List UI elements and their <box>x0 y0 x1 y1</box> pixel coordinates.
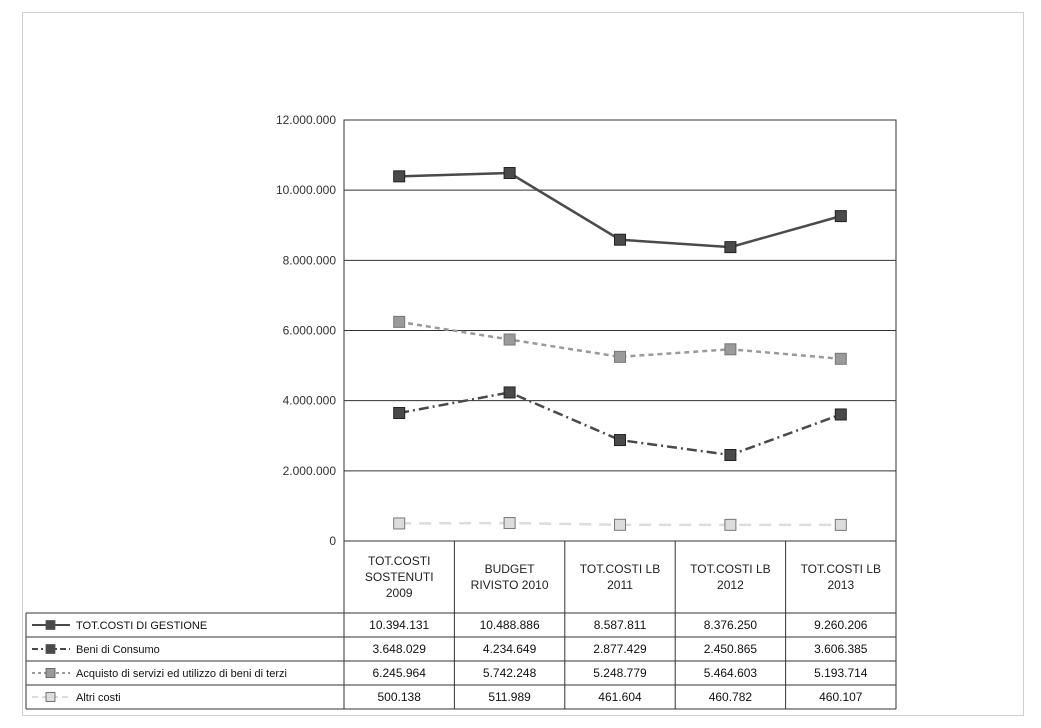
category-label-line: TOT.COSTI LB <box>580 562 660 576</box>
data-point <box>393 407 406 420</box>
data-point <box>724 518 737 531</box>
legend-key-marker <box>45 692 56 702</box>
table-cell-value: 5.193.714 <box>814 666 868 680</box>
category-label-line: SOSTENUTI <box>365 570 434 584</box>
legend-key-marker <box>45 620 56 630</box>
y-tick-label: 0 <box>329 534 336 548</box>
table-cell-value: 8.376.250 <box>704 618 758 632</box>
series-line <box>399 320 841 361</box>
legend-key-marker <box>45 644 56 654</box>
data-point <box>834 518 847 531</box>
table-cell-value: 460.107 <box>819 690 863 704</box>
data-point <box>393 517 406 530</box>
data-point <box>724 343 737 356</box>
data-point <box>614 518 626 531</box>
data-point <box>614 434 626 447</box>
table-cell-value: 10.488.886 <box>480 618 540 632</box>
table-cell-value: 2.877.429 <box>593 642 647 656</box>
data-point <box>393 315 406 328</box>
table-cell-value: 2.450.865 <box>704 642 758 656</box>
table-cell-value: 5.248.779 <box>593 666 647 680</box>
table-cell-value: 3.648.029 <box>373 642 427 656</box>
data-point <box>503 167 516 180</box>
category-label-line: TOT.COSTI LB <box>801 562 881 576</box>
table-cell-value: 460.782 <box>709 690 753 704</box>
y-tick-label: 8.000.000 <box>283 253 337 267</box>
category-label: TOT.COSTI SOSTENUTI 2009 <box>365 554 434 600</box>
category-label-line: TOT.COSTI LB <box>690 562 770 576</box>
table-cell-value: 6.245.964 <box>373 666 427 680</box>
category-label: TOT.COSTI LB 2012 <box>690 562 770 592</box>
data-point <box>834 408 847 421</box>
legend-entry: Beni di Consumo <box>76 644 160 656</box>
category-label: TOT.COSTI LB 2013 <box>801 562 881 592</box>
data-point <box>503 386 516 399</box>
table-cell-value: 4.234.649 <box>483 642 537 656</box>
chart-frame <box>22 12 1024 716</box>
data-point <box>503 517 516 530</box>
legend-entry: Altri costi <box>76 692 121 704</box>
table-cell-value: 10.394.131 <box>369 618 429 632</box>
category-label-line: 2009 <box>386 586 413 600</box>
series-line <box>398 391 842 457</box>
data-point <box>393 170 406 183</box>
table-cell-value: 5.742.248 <box>483 666 537 680</box>
y-tick-label: 2.000.000 <box>283 464 337 478</box>
legend-key-marker <box>45 668 56 678</box>
category-label-line: 2011 <box>607 578 633 592</box>
legend-entry: Acquisto di servizi ed utilizzo di beni … <box>76 668 287 680</box>
y-tick-label: 6.000.000 <box>283 324 337 338</box>
category-label-line: TOT.COSTI <box>368 554 430 568</box>
table-cell-value: 9.260.206 <box>814 618 868 632</box>
category-label: TOT.COSTI LB 2011 <box>580 562 660 592</box>
table-cell-value: 3.606.385 <box>814 642 868 656</box>
legend-entry: TOT.COSTI DI GESTIONE <box>76 620 207 632</box>
data-point <box>834 210 847 223</box>
table-cell-value: 8.587.811 <box>594 618 647 632</box>
data-point <box>614 233 626 246</box>
category-label-line: 2012 <box>717 578 744 592</box>
y-tick-label: 4.000.000 <box>283 394 337 408</box>
table-cell-value: 5.464.603 <box>704 666 758 680</box>
data-point <box>614 350 626 363</box>
category-label-line: RIVISTO 2010 <box>471 578 549 592</box>
category-label-line: BUDGET <box>485 562 536 576</box>
category-label: BUDGET RIVISTO 2010 <box>471 562 549 592</box>
table-cell-value: 461.604 <box>598 690 642 704</box>
data-point <box>834 352 847 365</box>
y-tick-label: 12.000.000 <box>276 113 336 127</box>
data-point <box>724 449 737 462</box>
table-cell-value: 500.138 <box>378 690 422 704</box>
table-cell-value: 511.989 <box>488 690 531 704</box>
category-label-line: 2013 <box>827 578 854 592</box>
data-point <box>724 241 737 254</box>
y-tick-label: 10.000.000 <box>276 183 336 197</box>
data-point <box>503 333 516 346</box>
